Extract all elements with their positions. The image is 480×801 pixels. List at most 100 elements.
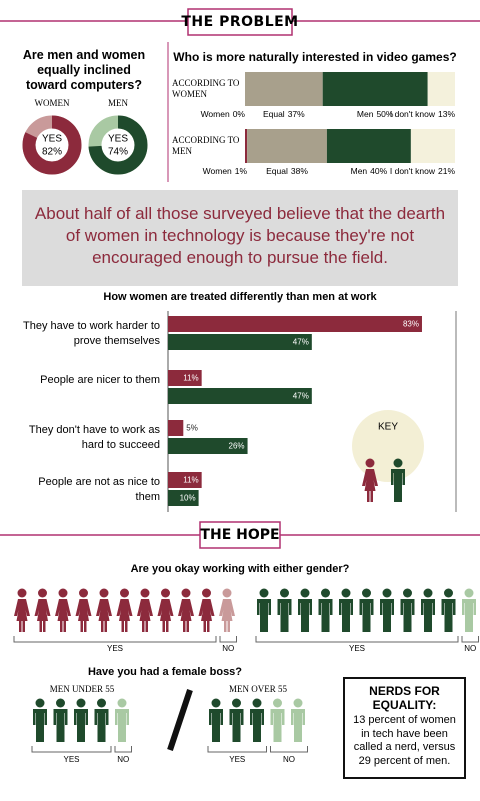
bracket: [114, 746, 132, 753]
segment-name: Men: [351, 166, 368, 176]
person-icon: [257, 588, 271, 632]
category-label: People are not as nice to them: [38, 476, 160, 503]
person-icon: [178, 588, 194, 632]
value-label: 83%: [403, 320, 419, 329]
segment-value: 13%: [438, 109, 455, 119]
person-icon: [298, 588, 312, 632]
segment-label: I don't know 13%: [390, 109, 456, 119]
person-icon: [157, 588, 174, 632]
icon-group-yes: [33, 698, 109, 742]
no-label: NO: [117, 755, 129, 764]
icon-group-yes: [14, 588, 215, 632]
person-icon: [115, 698, 129, 742]
person-icon: [380, 588, 394, 632]
row-label: ACCORDING TO WOMEN: [172, 78, 240, 99]
segment-name: Equal: [263, 109, 285, 119]
donut-title: Are men and women equally inclined towar…: [22, 48, 146, 92]
person-icon: [250, 698, 264, 742]
category-label: People are nicer to them: [40, 374, 160, 386]
person-icon: [14, 588, 30, 632]
segment-name: Equal: [266, 166, 288, 176]
person-icon: [219, 588, 235, 632]
segment-label: Men 40%: [351, 166, 388, 176]
segment-value: 0%: [233, 109, 246, 119]
quote: About half of all those surveyed believe…: [34, 204, 446, 267]
person-icon: [198, 588, 215, 632]
value-label: 26%: [229, 442, 245, 451]
segment-value: 40%: [370, 166, 387, 176]
donut-name: WOMEN: [35, 98, 70, 108]
person-icon: [137, 588, 153, 632]
yes-label: YES: [107, 644, 123, 653]
bracket: [13, 636, 217, 643]
segment-value: 38%: [291, 166, 308, 176]
segment: [245, 129, 248, 163]
donut-slice: [88, 115, 148, 175]
person-icon: [462, 588, 476, 632]
person-icon: [74, 698, 88, 742]
bracket: [207, 746, 267, 753]
bar: [168, 420, 184, 436]
person-icon: [94, 698, 109, 742]
slash: [167, 689, 193, 751]
icon-group-no: [270, 698, 305, 742]
person-icon: [34, 588, 51, 632]
icon-group-no: [462, 588, 476, 632]
segment-name: I don't know: [390, 166, 436, 176]
person-icon: [441, 588, 456, 632]
no-label: NO: [283, 755, 295, 764]
segment-label: Equal 38%: [266, 166, 308, 176]
segment: [427, 72, 455, 106]
segment-label: I don't know 21%: [390, 166, 456, 176]
donut-label: YES: [108, 134, 128, 145]
bracket: [270, 746, 308, 753]
segment-label: Women 1%: [203, 166, 248, 176]
quote-box: [22, 190, 458, 286]
donut-slice: [22, 115, 82, 175]
person-icon: [270, 698, 285, 742]
segment-name: I don't know: [390, 109, 436, 119]
segment-label: Men 50%: [357, 109, 394, 119]
group-name: MEN OVER 55: [229, 684, 287, 694]
bracket: [461, 636, 479, 643]
section-header: THE PROBLEM: [181, 14, 298, 30]
segment: [245, 72, 323, 106]
chart-title: Have you had a female boss?: [88, 666, 242, 678]
segment-value: 37%: [288, 109, 305, 119]
chart-title: Are you okay working with either gender?: [131, 563, 350, 575]
value-label: 5%: [186, 424, 198, 433]
no-label: NO: [222, 644, 234, 653]
segment-value: 50%: [376, 109, 393, 119]
segment: [410, 129, 455, 163]
yes-label: YES: [229, 755, 245, 764]
person-icon: [400, 588, 415, 632]
category-label: They don't have to work as hard to succe…: [28, 424, 160, 451]
person-icon: [209, 698, 223, 742]
value-label: 47%: [293, 338, 309, 347]
yes-label: YES: [63, 755, 79, 764]
donut-value: 82%: [42, 147, 62, 158]
nerds-box: [343, 677, 466, 779]
person-icon: [339, 588, 353, 632]
person-icon: [291, 698, 305, 742]
row-label: ACCORDING TO MEN: [172, 135, 240, 156]
bracket: [255, 636, 459, 643]
yes-label: YES: [349, 644, 365, 653]
segment-name: Men: [357, 109, 374, 119]
bar: [168, 490, 199, 506]
person-icon: [229, 698, 244, 742]
nerds-title: NERDS FOR EQUALITY:: [369, 684, 440, 712]
segment-value: 21%: [438, 166, 455, 176]
header-box: [199, 521, 281, 549]
value-label: 10%: [180, 494, 196, 503]
segment-label: Equal 37%: [263, 109, 305, 119]
icon-group-no: [115, 698, 129, 742]
bracket: [31, 746, 112, 753]
donut-label: YES: [42, 134, 62, 145]
person-icon: [421, 588, 435, 632]
chart-title: How women are treated differently than m…: [103, 291, 377, 303]
chart-title: Who is more naturally interested in vide…: [173, 50, 456, 64]
person-icon: [96, 588, 112, 632]
